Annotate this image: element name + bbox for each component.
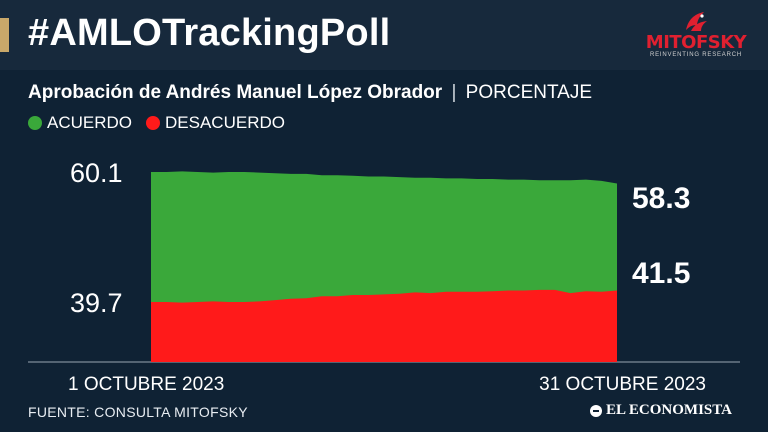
source-note: FUENTE: CONSULTA MITOFSKY xyxy=(28,404,248,420)
legend-label-acuerdo: ACUERDO xyxy=(47,113,133,132)
subtitle-unit: PORCENTAJE xyxy=(465,82,593,103)
page-title: #AMLOTrackingPoll xyxy=(28,12,391,54)
end-value-label-desacuerdo: 41.5 xyxy=(632,257,690,290)
subtitle-separator: | xyxy=(451,82,457,103)
legend: ACUERDO DESACUERDO xyxy=(28,113,299,133)
logo-subtext: REINVENTING RESEARCH xyxy=(649,52,742,58)
accent-bar xyxy=(0,18,9,52)
legend-label-desacuerdo: DESACUERDO xyxy=(165,113,285,132)
legend-dot-desacuerdo xyxy=(146,116,161,130)
chart-subtitle: Aprobación de Andrés Manuel López Obrado… xyxy=(28,82,592,104)
series-area-desacuerdo xyxy=(151,289,617,362)
x-label-start: 1 OCTUBRE 2023 xyxy=(68,374,224,395)
mitofsky-logo: MITOFSKY REINVENTING RESEARCH xyxy=(644,10,748,64)
y-tick-label-top: 60.1 xyxy=(70,158,123,188)
legend-item-acuerdo: ACUERDO xyxy=(28,113,132,133)
legend-dot-acuerdo xyxy=(28,116,42,130)
subtitle-main: Aprobación de Andrés Manuel López Obrado… xyxy=(28,82,443,103)
logo-text: MITOFSKY xyxy=(645,32,747,53)
x-label-end: 31 OCTUBRE 2023 xyxy=(539,374,706,395)
publisher-logo: EL ECONOMISTA xyxy=(590,402,732,419)
y-tick-label-bottom: 39.7 xyxy=(70,288,123,318)
end-value-label-acuerdo: 58.3 xyxy=(632,182,690,215)
publisher-name: EL ECONOMISTA xyxy=(606,402,732,418)
publisher-icon xyxy=(590,404,602,417)
legend-item-desacuerdo: DESACUERDO xyxy=(146,113,285,133)
header-band xyxy=(0,0,768,70)
mitofsky-logo-icon xyxy=(686,12,707,31)
